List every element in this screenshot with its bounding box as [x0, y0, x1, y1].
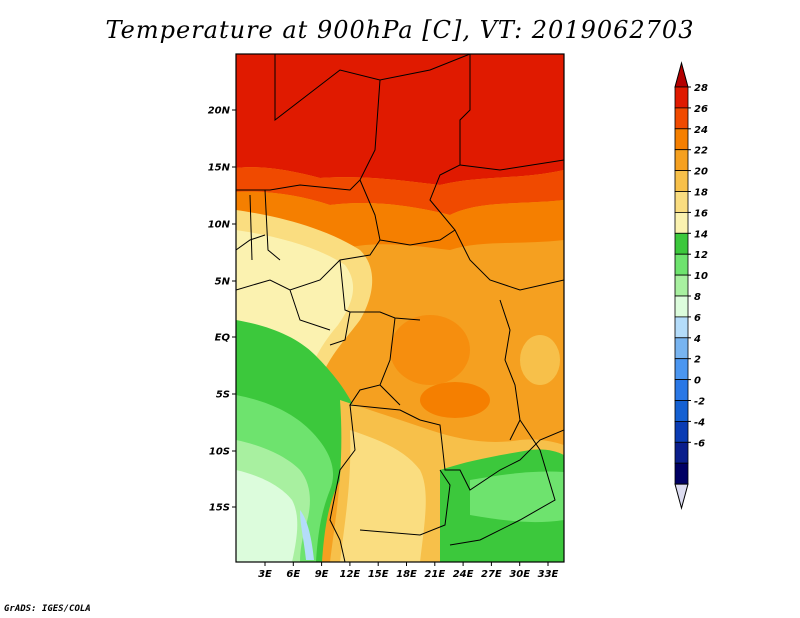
- colorbar-segment: [674, 274, 689, 297]
- temperature-field: [236, 54, 564, 562]
- latitude-axis: 20N 15N 10N 5N EQ 5S 10S 15S: [208, 106, 236, 514]
- colorbar-label: 12: [694, 250, 708, 261]
- colorbar-label: 20: [694, 167, 708, 178]
- colorbar-label: 18: [694, 188, 708, 199]
- colorbar-segment: [674, 462, 689, 485]
- colorbar-segment: [674, 420, 689, 443]
- colorbar-label: 16: [694, 208, 708, 219]
- colorbar-segment: [674, 232, 689, 255]
- lon-tick-label: 30E: [509, 569, 530, 580]
- colorbar-label: -4: [694, 417, 705, 428]
- lon-tick-label: 6E: [286, 569, 300, 580]
- lon-tick-label: 24E: [453, 569, 474, 580]
- colorbar-label: 26: [694, 104, 708, 115]
- lat-tick-label: 20N: [208, 106, 231, 117]
- lon-tick-label: 21E: [424, 569, 445, 580]
- colorbar-bottom-arrow: [674, 483, 689, 511]
- lon-tick-label: 18E: [396, 569, 417, 580]
- lat-tick-label: 10S: [209, 447, 230, 458]
- colorbar-segment: [674, 441, 689, 464]
- colorbar-label: 4: [693, 334, 701, 345]
- lat-tick-label: 5S: [216, 390, 230, 401]
- colorbar-segment: [674, 400, 689, 422]
- lon-tick-label: 15E: [368, 569, 389, 580]
- lat-tick-label: 15N: [208, 163, 231, 174]
- colorbar-segment: [674, 295, 689, 318]
- colorbar-label: 28: [694, 83, 708, 94]
- colorbar-segment: [674, 316, 689, 339]
- colorbar-segment: [674, 191, 689, 213]
- colorbar-label: 2: [694, 355, 701, 366]
- colorbar-segment: [674, 86, 689, 109]
- lat-tick-label: 5N: [215, 277, 231, 288]
- lon-tick-label: 12E: [340, 569, 361, 580]
- colorbar-segment: [674, 253, 689, 276]
- colorbar-label: 24: [694, 125, 708, 136]
- colorbar-segment: [674, 107, 689, 130]
- lat-tick-label: EQ: [215, 333, 231, 344]
- lon-tick-label: 33E: [538, 569, 559, 580]
- colorbar-label: 6: [694, 313, 701, 324]
- country-borders: [236, 54, 564, 562]
- colorbar-segment: [674, 149, 689, 171]
- colorbar-segment: [674, 337, 689, 360]
- lat-tick-label: 10N: [208, 220, 231, 231]
- colorbar-label: -2: [694, 397, 705, 408]
- colorbar-label: 22: [694, 146, 708, 157]
- colorbar-segment: [674, 358, 689, 381]
- lon-tick-label: 9E: [315, 569, 329, 580]
- colorbar-segment: [674, 211, 689, 234]
- colorbar-segment: [674, 170, 689, 192]
- chart-title: Temperature at 900hPa [C], VT: 201906270…: [105, 16, 695, 44]
- colorbar-label: 14: [694, 229, 708, 240]
- lat-tick-label: 15S: [209, 503, 230, 514]
- colorbar-top-arrow: [674, 61, 689, 88]
- longitude-axis: 3E 6E 9E 12E 15E 18E 21E 24E 27E 30E 33E: [258, 562, 559, 580]
- grads-credit: GrADS: IGES/COLA: [4, 604, 91, 614]
- colorbar-label: 0: [694, 376, 701, 387]
- colorbar-segment: [674, 379, 689, 401]
- lon-tick-label: 27E: [481, 569, 502, 580]
- map-frame: [235, 53, 565, 563]
- colorbar-label: 8: [694, 292, 701, 303]
- colorbar-label: 10: [694, 271, 708, 282]
- lon-tick-label: 3E: [258, 569, 272, 580]
- colorbar-label: -6: [694, 438, 705, 449]
- colorbar-segment: [674, 128, 689, 151]
